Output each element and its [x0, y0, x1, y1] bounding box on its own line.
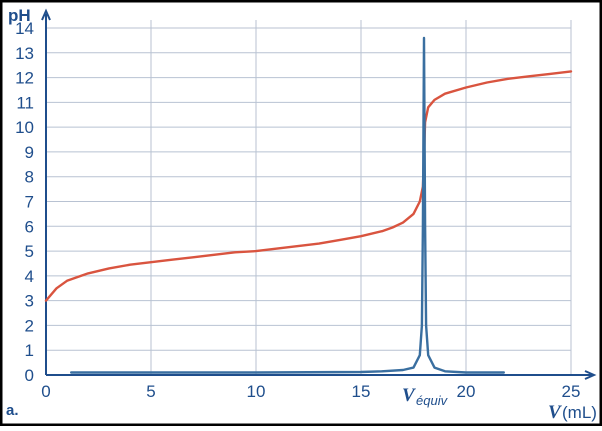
y-tick-label: 10 — [15, 118, 34, 137]
y-tick-label: 3 — [25, 292, 34, 311]
y-tick-label: 1 — [25, 341, 34, 360]
x-axis-label-unit: (mL) — [562, 403, 597, 422]
y-tick-label: 5 — [25, 242, 34, 261]
y-tick-label: 11 — [16, 93, 34, 112]
series-group — [44, 36, 573, 374]
equivalence-label: V — [402, 385, 416, 406]
y-tick-label: 13 — [15, 44, 34, 63]
series-line — [44, 70, 573, 302]
x-tick-label: 5 — [146, 382, 155, 401]
y-axis-arrow — [41, 8, 51, 21]
y-tick-label: 6 — [25, 217, 34, 236]
x-axis-arrow — [584, 370, 597, 380]
y-tick-label: 9 — [25, 143, 34, 162]
y-tick-label: 12 — [15, 69, 34, 88]
axes — [41, 8, 597, 380]
equivalence-annotation: V équiv — [402, 385, 449, 408]
x-tick-label: 0 — [41, 382, 50, 401]
series-line — [70, 36, 505, 374]
y-tick-label: 2 — [25, 316, 34, 335]
y-tick-label: 14 — [15, 19, 34, 38]
y-tick-label: 0 — [25, 366, 34, 385]
x-tick-label: 15 — [352, 382, 371, 401]
y-tick-label: 8 — [25, 168, 34, 187]
grid — [46, 20, 572, 375]
y-tick-label: 7 — [25, 193, 34, 212]
x-tick-label: 25 — [562, 382, 581, 401]
y-axis-label: pH — [8, 6, 31, 25]
x-tick-label: 10 — [247, 382, 266, 401]
panel-label: a. — [6, 402, 19, 419]
x-axis-label-symbol: V — [548, 402, 562, 423]
y-tick-label: 4 — [25, 267, 34, 286]
x-tick-label: 20 — [457, 382, 476, 401]
equivalence-subscript: équiv — [416, 393, 449, 408]
